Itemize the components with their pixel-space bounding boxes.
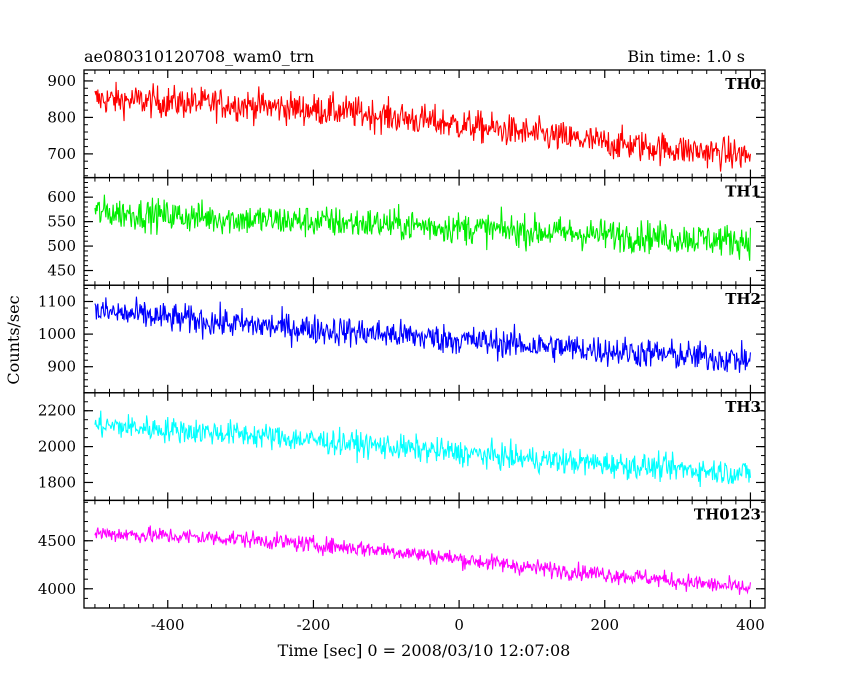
y-tick-label: 700 [47,145,76,163]
x-axis-label: Time [sec] 0 = 2008/03/10 12:07:08 [278,641,571,660]
panel-label-th0123: TH0123 [694,505,761,523]
panel-label-th1: TH1 [725,183,761,201]
x-tick-label: 400 [736,616,765,634]
panels-group: 700 800 900 TH0 450 500 550 600 TH1 900 1000 1100 TH… [38,69,766,609]
y-tick-label: 450 [47,262,76,280]
y-tick-label: 500 [47,237,76,255]
x-tick-label: 0 [454,616,464,634]
panel-label-th3: TH3 [725,398,761,416]
series-line-th2 [94,296,751,373]
panel-th0123: 4000 4500 TH0123 [38,499,766,609]
y-tick-label: 4500 [38,532,76,550]
y-tick-label: 600 [47,188,76,206]
series-line-th0 [94,81,751,172]
series-line-th3 [94,410,751,488]
panel-frame [83,499,766,609]
x-tick-label: 200 [590,616,619,634]
x-axis: -400 -200 0 200 400 [151,616,765,634]
y-tick-label: 900 [47,72,76,90]
y-tick-label: 2200 [38,402,76,420]
y-tick-label: 550 [47,213,76,231]
y-axis-label: Counts/sec [4,295,23,384]
panel-th0: 700 800 900 TH0 [47,69,766,179]
y-tick-label: 900 [47,358,76,376]
panel-label-th2: TH2 [725,290,761,308]
series-line-th0123 [94,525,751,595]
panel-th3: 1800 2000 2200 TH3 [38,392,766,502]
panel-label-th0: TH0 [725,75,761,93]
y-tick-label: 4000 [38,580,76,598]
x-tick-label: -400 [151,616,185,634]
y-tick-label: 1100 [38,293,76,311]
y-tick-label: 2000 [38,438,76,456]
bin-time-label: Bin time: 1.0 s [627,47,745,66]
y-tick-label: 1000 [38,325,76,343]
x-tick-label: -200 [297,616,331,634]
panel-th2: 900 1000 1100 TH2 [38,284,766,394]
y-tick-label: 800 [47,108,76,126]
series-line-th1 [94,194,751,261]
y-tick-label: 1800 [38,473,76,491]
chart-title: ae080310120708_wam0_trn [84,47,314,66]
panel-th1: 450 500 550 600 TH1 [47,176,766,286]
